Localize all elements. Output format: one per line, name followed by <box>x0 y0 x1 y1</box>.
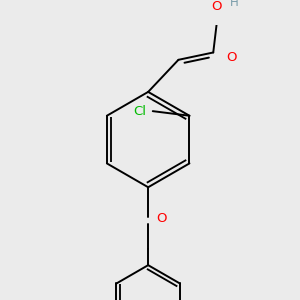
Text: O: O <box>226 51 237 64</box>
Text: O: O <box>157 212 167 225</box>
Text: O: O <box>211 0 221 13</box>
Text: Cl: Cl <box>134 105 146 118</box>
Text: H: H <box>230 0 239 10</box>
